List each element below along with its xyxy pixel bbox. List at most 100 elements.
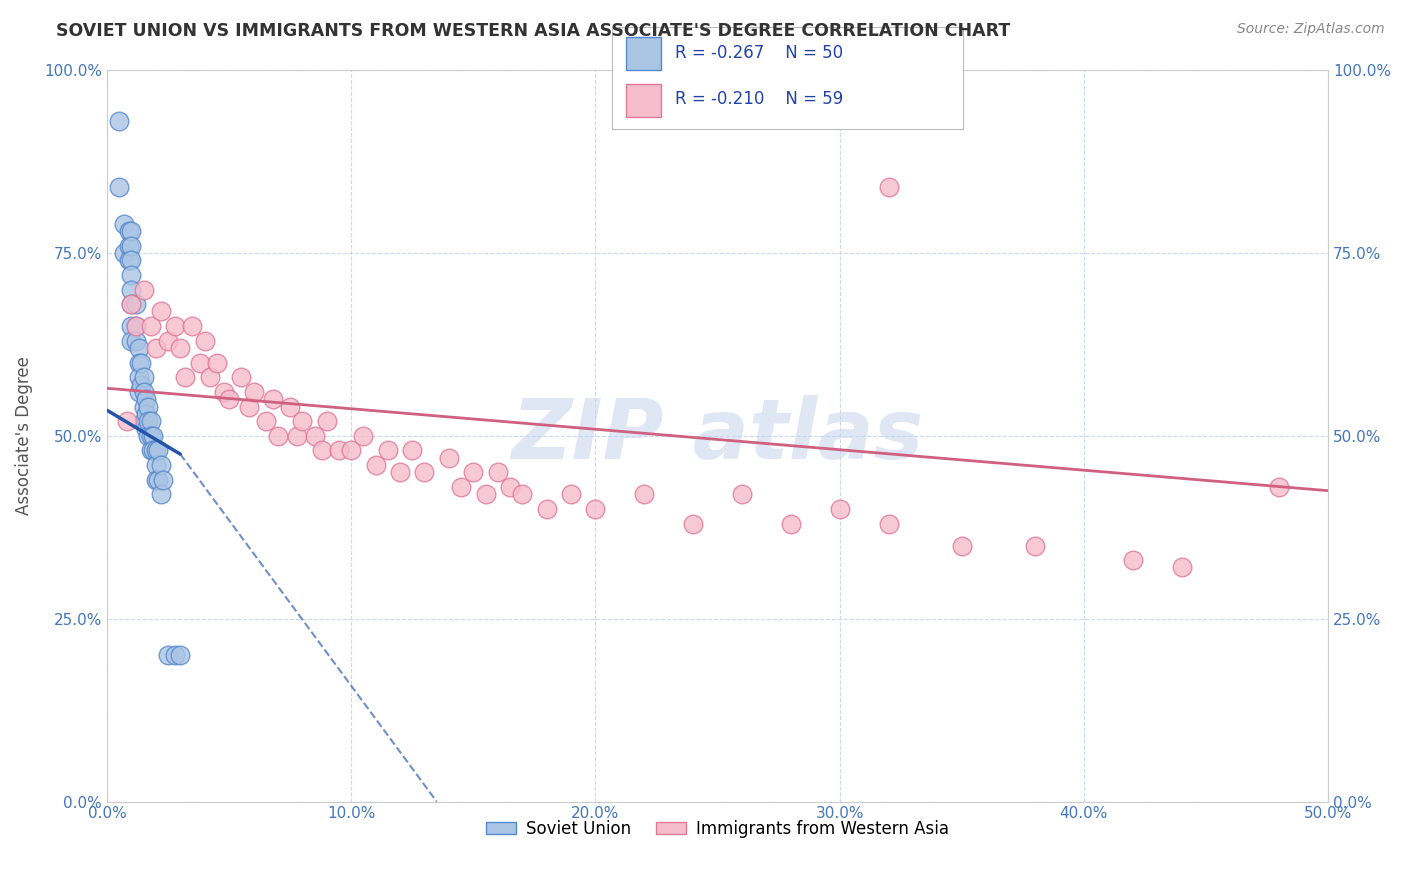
Point xyxy=(242,384,264,399)
Point xyxy=(262,392,284,407)
Point xyxy=(218,392,240,407)
Text: R = -0.210    N = 59: R = -0.210 N = 59 xyxy=(675,89,844,108)
Point xyxy=(583,502,606,516)
Point xyxy=(112,246,135,260)
Point xyxy=(486,466,509,480)
Point xyxy=(560,487,582,501)
Point xyxy=(194,334,217,348)
Point xyxy=(120,319,142,334)
Point xyxy=(108,114,131,128)
Point xyxy=(149,487,172,501)
Point xyxy=(135,421,157,435)
Point xyxy=(149,304,172,318)
Point xyxy=(731,487,754,501)
Point xyxy=(633,487,655,501)
Point xyxy=(132,400,155,414)
Point xyxy=(129,356,152,370)
Point xyxy=(450,480,472,494)
Point xyxy=(128,341,150,355)
Point xyxy=(139,429,162,443)
Point xyxy=(328,443,350,458)
Point xyxy=(125,297,148,311)
Point xyxy=(291,414,314,428)
Point xyxy=(128,370,150,384)
Bar xyxy=(626,37,661,70)
Point xyxy=(198,370,221,384)
Point xyxy=(120,253,142,268)
Point xyxy=(499,480,522,494)
Point xyxy=(181,319,204,334)
Point xyxy=(129,377,152,392)
Point xyxy=(112,217,135,231)
Point xyxy=(142,429,165,443)
Text: R = -0.267    N = 50: R = -0.267 N = 50 xyxy=(675,44,844,62)
Point xyxy=(377,443,399,458)
Point xyxy=(135,392,157,407)
Point xyxy=(304,429,326,443)
Point xyxy=(828,502,851,516)
Point xyxy=(152,473,174,487)
Point xyxy=(174,370,197,384)
Point xyxy=(139,319,162,334)
Point xyxy=(125,334,148,348)
Text: SOVIET UNION VS IMMIGRANTS FROM WESTERN ASIA ASSOCIATE'S DEGREE CORRELATION CHAR: SOVIET UNION VS IMMIGRANTS FROM WESTERN … xyxy=(56,22,1011,40)
Point xyxy=(145,443,167,458)
Point xyxy=(950,539,973,553)
Point xyxy=(132,414,155,428)
Point xyxy=(139,443,162,458)
Point xyxy=(148,473,170,487)
Point xyxy=(779,516,801,531)
Text: Source: ZipAtlas.com: Source: ZipAtlas.com xyxy=(1237,22,1385,37)
Point xyxy=(120,268,142,282)
Point xyxy=(510,487,533,501)
Point xyxy=(118,224,141,238)
Point xyxy=(128,384,150,399)
Point xyxy=(118,238,141,252)
Point xyxy=(311,443,333,458)
Point xyxy=(120,224,142,238)
Point xyxy=(536,502,558,516)
Point xyxy=(138,429,160,443)
Point xyxy=(145,458,167,472)
Point xyxy=(128,356,150,370)
Point xyxy=(287,429,309,443)
Point xyxy=(132,283,155,297)
Point xyxy=(120,283,142,297)
Point xyxy=(149,458,172,472)
Point xyxy=(238,400,260,414)
Point xyxy=(205,356,228,370)
Point xyxy=(463,466,485,480)
Point xyxy=(1268,480,1291,494)
Point xyxy=(145,341,167,355)
Point xyxy=(682,516,704,531)
Point xyxy=(165,319,187,334)
Point xyxy=(148,443,170,458)
Point xyxy=(145,473,167,487)
Point xyxy=(340,443,363,458)
Point xyxy=(157,334,180,348)
Point xyxy=(125,319,148,334)
Point xyxy=(877,516,900,531)
Point xyxy=(132,370,155,384)
Point xyxy=(188,356,211,370)
Point xyxy=(169,341,191,355)
Point xyxy=(120,334,142,348)
Point xyxy=(1024,539,1046,553)
Point xyxy=(115,414,138,428)
Point xyxy=(132,384,155,399)
Text: ZIP atlas: ZIP atlas xyxy=(512,395,924,476)
Point xyxy=(139,414,162,428)
Point xyxy=(1170,560,1192,574)
Point xyxy=(169,648,191,663)
Point xyxy=(157,648,180,663)
Point xyxy=(254,414,277,428)
Point xyxy=(352,429,374,443)
Point xyxy=(413,466,436,480)
Point xyxy=(165,648,187,663)
Point xyxy=(267,429,290,443)
Point xyxy=(138,414,160,428)
Point xyxy=(142,443,165,458)
Point xyxy=(212,384,235,399)
Point xyxy=(401,443,423,458)
Point xyxy=(278,400,301,414)
